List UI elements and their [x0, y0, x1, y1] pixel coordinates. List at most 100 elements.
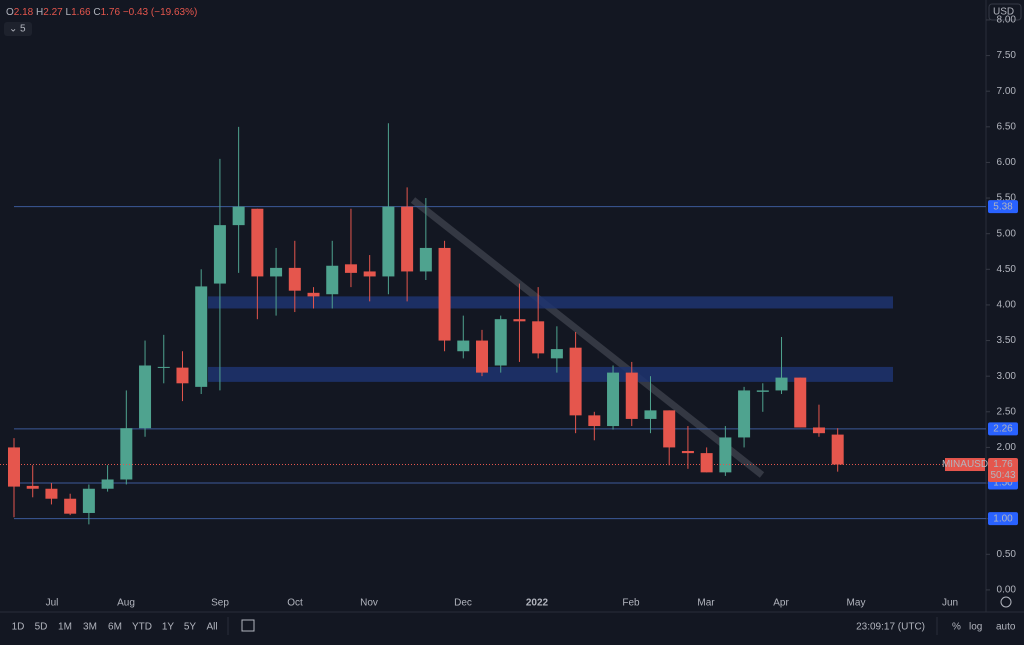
ohlc-header: O2.18 H2.27 L1.66 C1.76 −0.43 (−19.63%) — [6, 7, 197, 18]
candle-body — [588, 415, 601, 427]
x-tick-label: Nov — [360, 598, 378, 609]
date-range-icon[interactable] — [241, 619, 255, 632]
candle-body — [26, 485, 39, 489]
candle-body — [157, 366, 170, 368]
settings-icon[interactable] — [1000, 596, 1012, 608]
candle-body — [569, 347, 582, 416]
level-label: 1.50 — [993, 478, 1013, 489]
candle-body — [326, 265, 339, 295]
range-button[interactable]: 1D — [12, 622, 25, 633]
candle-body — [307, 292, 320, 297]
x-tick-label: Oct — [287, 598, 303, 609]
y-tick-label: 4.50 — [997, 264, 1017, 275]
y-tick-label: 4.00 — [997, 300, 1017, 311]
range-button[interactable]: 3M — [83, 622, 97, 633]
y-tick-label: 0.00 — [997, 585, 1017, 596]
y-tick-label: 2.50 — [997, 406, 1017, 417]
level-tag — [988, 422, 1018, 436]
candle-body — [794, 377, 807, 428]
header-item: 1.66 — [71, 7, 91, 18]
header-item: H — [36, 7, 43, 18]
x-tick-label: 2022 — [526, 598, 549, 609]
candle-body — [494, 319, 507, 366]
candle-body — [419, 247, 432, 272]
candle-body — [607, 372, 620, 427]
y-tick-label: 8.00 — [997, 15, 1017, 26]
x-tick-label: Feb — [622, 598, 640, 609]
y-tick-label: 5.50 — [997, 193, 1017, 204]
candle-body — [288, 267, 301, 291]
candle-body — [532, 321, 545, 354]
x-tick-label: Apr — [773, 598, 789, 609]
header-item: L — [66, 7, 72, 18]
y-tick-label: 2.00 — [997, 442, 1017, 453]
candle-body — [831, 434, 844, 465]
candle-body — [401, 206, 414, 272]
range-button[interactable]: 6M — [108, 622, 122, 633]
candle-body — [270, 267, 283, 277]
candle-body — [513, 319, 526, 322]
zone — [208, 366, 893, 382]
percent-toggle[interactable]: % — [952, 622, 961, 633]
level-tag — [988, 512, 1018, 526]
candle-body — [251, 208, 264, 277]
range-button[interactable]: 1M — [58, 622, 72, 633]
candle-body — [232, 206, 245, 226]
header-item: −0.43 (−19.63%) — [123, 7, 198, 18]
candle-body — [775, 377, 788, 391]
y-tick-label: 7.00 — [997, 86, 1017, 97]
y-tick-label: 3.50 — [997, 335, 1017, 346]
header-item: C — [93, 7, 100, 18]
x-tick-label: Jun — [942, 598, 958, 609]
candle-body — [476, 340, 488, 373]
candle-body — [625, 372, 638, 419]
auto-toggle[interactable]: auto — [996, 622, 1016, 633]
x-tick-label: May — [847, 598, 866, 609]
range-button[interactable]: YTD — [132, 622, 152, 633]
x-tick-label: Sep — [211, 598, 229, 609]
candle-body — [64, 498, 77, 514]
currency[interactable]: USD — [993, 7, 1014, 18]
candle-body — [700, 453, 713, 473]
candle-body — [45, 488, 58, 499]
candle-body — [738, 390, 751, 438]
currency-button[interactable] — [988, 3, 1022, 21]
zone — [208, 296, 893, 309]
candle-body — [363, 271, 376, 277]
level-label: 1.00 — [993, 513, 1013, 524]
candle-body — [457, 340, 470, 352]
x-tick-label: Jul — [46, 598, 59, 609]
symbol-tag — [945, 458, 985, 472]
header-item: O — [6, 7, 14, 18]
range-button[interactable]: All — [206, 622, 217, 633]
level-tag — [988, 200, 1018, 214]
candle-body — [195, 286, 208, 387]
clock: 23:09:17 (UTC) — [856, 622, 925, 633]
candle-body — [681, 450, 694, 454]
last-price-tag — [988, 458, 1018, 483]
candle-body — [120, 428, 133, 480]
header-item: 2.27 — [43, 7, 63, 18]
candle-body — [213, 225, 226, 284]
candle-body — [719, 437, 732, 473]
candle-body — [550, 349, 563, 359]
chevron: ⌄ — [9, 24, 17, 35]
y-tick-label: 3.00 — [997, 371, 1017, 382]
log-toggle[interactable]: log — [969, 622, 982, 633]
level-label: 2.26 — [993, 424, 1013, 435]
range-button[interactable]: 5D — [35, 622, 48, 633]
range-button[interactable]: 5Y — [184, 622, 197, 633]
candle-body — [644, 410, 657, 419]
candle-body — [756, 390, 769, 392]
y-tick-label: 6.00 — [997, 157, 1017, 168]
x-tick-label: Aug — [117, 598, 135, 609]
range-button[interactable]: 1Y — [162, 622, 175, 633]
candle-body — [438, 247, 451, 341]
indicator-count: 5 — [20, 24, 26, 35]
indicator-toggle[interactable] — [4, 22, 32, 36]
y-tick-label: 6.50 — [997, 121, 1017, 132]
candle-body — [344, 264, 357, 273]
y-tick-label: 7.50 — [997, 50, 1017, 61]
